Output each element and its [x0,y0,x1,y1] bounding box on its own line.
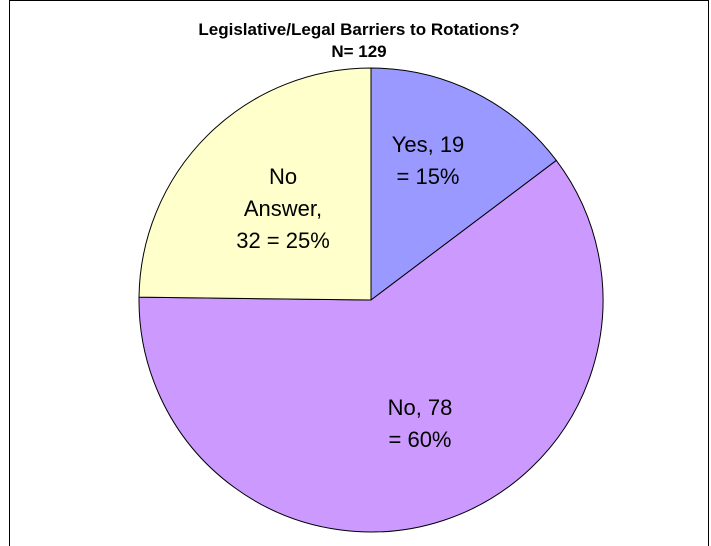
pie-label-yes: Yes, 19 = 15% [392,132,465,189]
pie-label-no: No, 78 = 60% [388,395,453,452]
pie-slice-no [138,159,604,533]
chart-frame-top-border [9,0,709,1]
chart-title-n: N= 129 [331,42,387,61]
pie-slice-yes [370,67,558,302]
chart-title-main: Legislative/Legal Barriers to Rotations? [198,20,520,39]
pie-slice-no-answer [138,67,372,301]
pie-label-no-answer: No Answer, 32 = 25% [236,164,330,253]
chart-title: Legislative/Legal Barriers to Rotations?… [9,19,709,63]
